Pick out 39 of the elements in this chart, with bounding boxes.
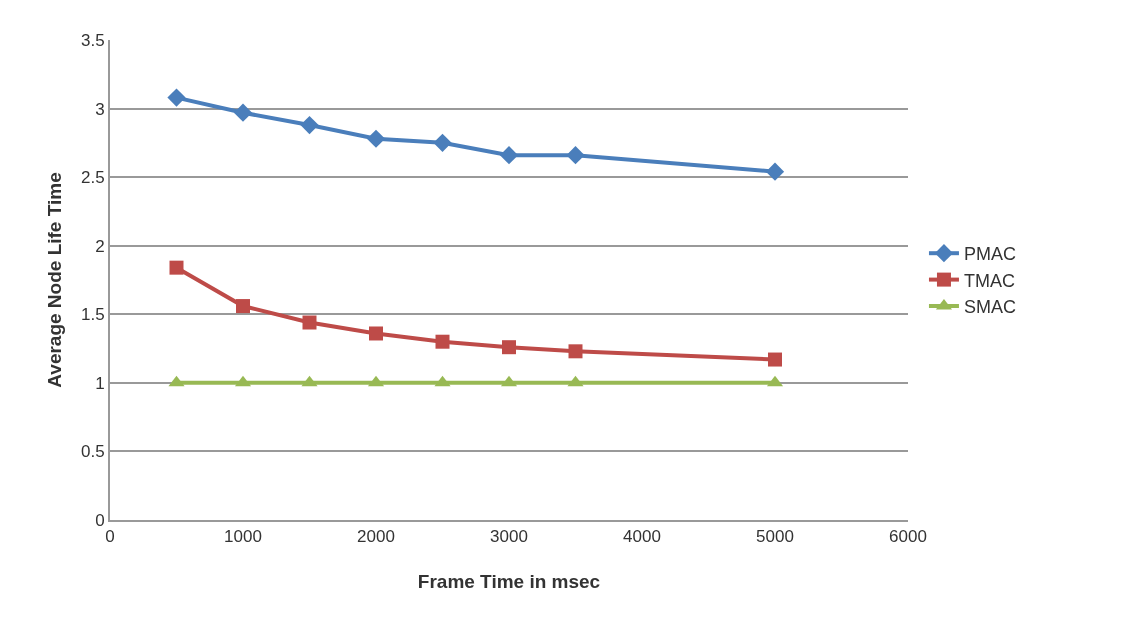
point: [236, 299, 250, 314]
y-tick-label: 3.5: [80, 30, 105, 50]
x-tick-label: 4000: [623, 527, 661, 547]
y-tick-label: 1: [95, 373, 105, 393]
point: [366, 129, 386, 148]
point: [169, 260, 184, 275]
point: [300, 115, 319, 135]
y-tick-label: 0.5: [80, 442, 105, 462]
y-tick-label: 0: [95, 510, 105, 530]
point: [168, 375, 185, 387]
legend-label: PMAC: [963, 244, 1016, 265]
point: [765, 162, 785, 181]
x-tick-label: 3000: [490, 527, 528, 547]
x-tick-label: 1000: [224, 527, 262, 547]
legend-label: SMAC: [963, 297, 1016, 318]
point: [369, 326, 383, 341]
point: [499, 146, 519, 165]
point: [435, 334, 450, 349]
point: [768, 352, 782, 367]
x-axis-title: Frame Time in msec: [417, 571, 601, 592]
point: [433, 133, 452, 152]
x-tick-label: 2000: [357, 527, 395, 547]
y-tick-label: 1.5: [80, 305, 105, 325]
point: [566, 146, 585, 165]
point: [568, 344, 583, 359]
point: [302, 315, 317, 330]
point: [567, 375, 584, 387]
point: [167, 88, 186, 107]
legend-label: TMAC: [963, 270, 1015, 291]
y-axis-title: Average Node Life Time: [44, 172, 65, 388]
y-tick-label: 2.5: [80, 168, 105, 188]
point: [434, 375, 451, 387]
y-tick-label: 2: [95, 236, 105, 256]
x-tick-label: 5000: [756, 527, 794, 547]
x-tick-label: 6000: [889, 527, 927, 547]
y-tick-label: 3: [95, 99, 105, 119]
point: [502, 340, 516, 355]
point: [301, 375, 318, 387]
point: [233, 103, 253, 122]
